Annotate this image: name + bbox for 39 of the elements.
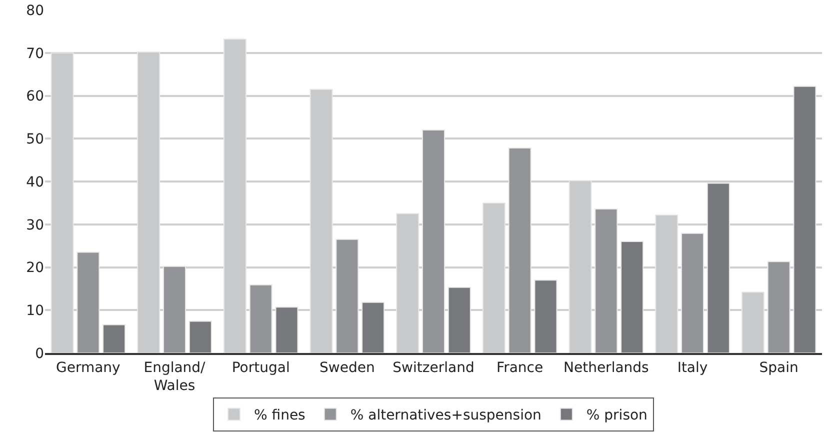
bar — [448, 286, 471, 353]
y-tick-label: 60 — [26, 88, 44, 105]
y-tick-label: 80 — [26, 2, 44, 19]
bar — [680, 232, 704, 353]
bar — [508, 148, 532, 353]
bar — [767, 261, 790, 353]
bar — [188, 320, 212, 353]
x-tick-label: England/ Wales — [144, 360, 206, 394]
bar — [793, 86, 816, 353]
bar — [249, 284, 272, 353]
legend-label: % alternatives+suspension — [350, 408, 542, 424]
x-tick-label: Spain — [759, 360, 798, 376]
bar — [594, 208, 618, 353]
bar — [76, 252, 100, 353]
bar — [620, 241, 644, 353]
bar — [162, 266, 186, 353]
y-tick-label: 50 — [26, 132, 44, 148]
bar — [362, 302, 385, 353]
x-tick-label: France — [496, 360, 544, 376]
y-tick-label: 10 — [26, 303, 44, 320]
x-tick-label: Italy — [677, 360, 708, 376]
y-tick-label: 30 — [26, 217, 44, 234]
y-tick-label: 0 — [35, 346, 44, 362]
bar — [422, 130, 446, 353]
x-tick-label: Portugal — [232, 360, 290, 376]
x-tick-label: Switzerland — [392, 360, 474, 376]
bar — [706, 182, 730, 353]
legend-label: % fines — [254, 408, 306, 424]
x-tick-label: Netherlands — [564, 360, 649, 376]
y-tick-label: 70 — [26, 46, 44, 62]
bar — [534, 280, 558, 353]
legend-label: % prison — [586, 408, 648, 424]
bar — [336, 238, 359, 353]
y-tick-label: 20 — [26, 260, 44, 276]
y-tick-label: 40 — [26, 174, 44, 190]
bar — [102, 324, 126, 353]
x-tick-label: Sweden — [320, 360, 375, 376]
bar — [275, 306, 298, 353]
x-tick-label: Germany — [56, 360, 120, 376]
